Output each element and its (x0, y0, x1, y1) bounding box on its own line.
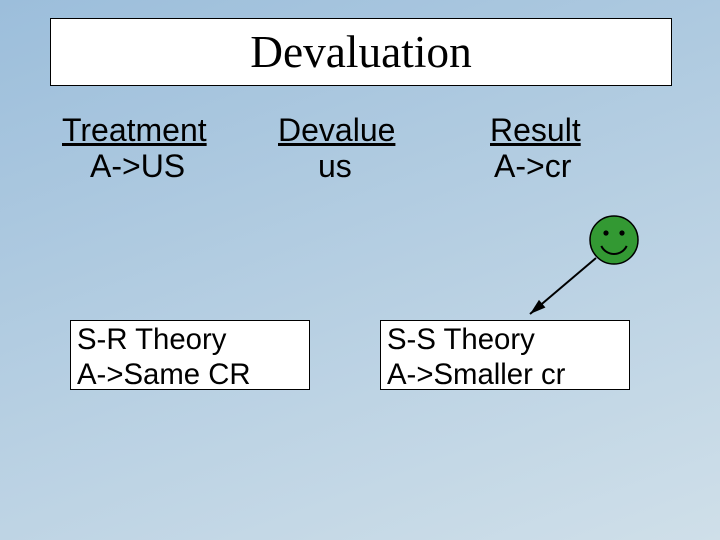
slide-stage: Devaluation Treatment Devalue Result A->… (0, 0, 720, 540)
sr-theory-box: S-R Theory A->Same CR (70, 320, 310, 390)
sr-theory-line2: A->Same CR (77, 358, 303, 393)
ss-theory-box: S-S Theory A->Smaller cr (380, 320, 630, 390)
pointer-arrow-icon (0, 0, 720, 540)
sr-theory-line1: S-R Theory (77, 323, 303, 358)
ss-theory-line2: A->Smaller cr (387, 358, 623, 393)
ss-theory-line1: S-S Theory (387, 323, 623, 358)
